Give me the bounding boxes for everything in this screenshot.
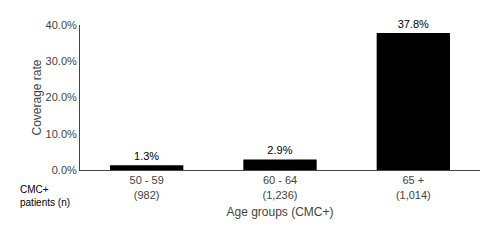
svg-text:65 +(1,014): 65 +(1,014) [396, 174, 431, 200]
svg-text:10.0%: 10.0% [46, 128, 77, 140]
svg-text:CMC+patients (n): CMC+patients (n) [20, 184, 70, 208]
svg-text:40.0%: 40.0% [46, 19, 77, 31]
svg-text:50 - 59(982): 50 - 59(982) [130, 174, 164, 200]
svg-text:1.3%: 1.3% [134, 150, 159, 162]
svg-text:0.0%: 0.0% [52, 164, 77, 176]
svg-text:60 - 64(1,236): 60 - 64(1,236) [263, 174, 298, 200]
svg-text:37.8%: 37.8% [398, 18, 429, 30]
svg-text:20.0%: 20.0% [46, 91, 77, 103]
svg-text:Coverage rate: Coverage rate [30, 59, 44, 135]
svg-text:30.0%: 30.0% [46, 55, 77, 67]
svg-text:2.9%: 2.9% [267, 144, 292, 156]
svg-text:Age groups (CMC+): Age groups (CMC+) [226, 205, 333, 219]
